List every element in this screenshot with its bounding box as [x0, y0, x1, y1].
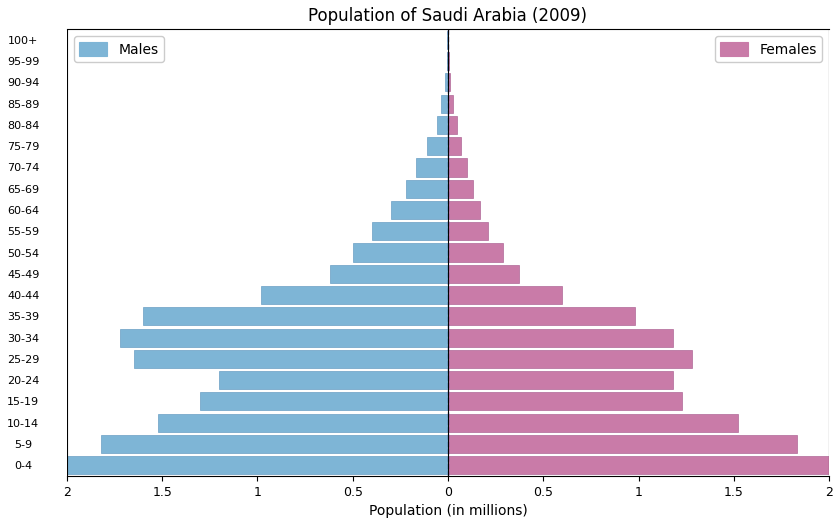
- Bar: [134, 350, 448, 368]
- Bar: [448, 265, 518, 283]
- Bar: [200, 392, 448, 411]
- Bar: [143, 307, 448, 326]
- Bar: [445, 74, 448, 91]
- Bar: [448, 371, 673, 389]
- Bar: [448, 116, 457, 134]
- Bar: [448, 392, 682, 411]
- Bar: [427, 137, 448, 155]
- Bar: [448, 94, 453, 113]
- Bar: [448, 52, 449, 70]
- Bar: [448, 435, 796, 453]
- Title: Population of Saudi Arabia (2009): Population of Saudi Arabia (2009): [308, 7, 587, 25]
- Bar: [448, 414, 738, 432]
- Bar: [219, 371, 448, 389]
- Bar: [448, 137, 461, 155]
- Legend: Females: Females: [715, 36, 822, 62]
- Bar: [261, 286, 448, 304]
- Bar: [391, 201, 448, 219]
- Bar: [441, 94, 448, 113]
- Bar: [448, 180, 473, 198]
- Bar: [353, 244, 448, 261]
- Bar: [448, 201, 480, 219]
- Bar: [330, 265, 448, 283]
- Bar: [448, 350, 692, 368]
- Bar: [448, 307, 635, 326]
- Bar: [448, 74, 450, 91]
- Bar: [101, 435, 448, 453]
- Bar: [447, 52, 448, 70]
- Bar: [416, 159, 448, 176]
- Bar: [448, 159, 467, 176]
- Bar: [120, 329, 448, 346]
- Bar: [159, 414, 448, 432]
- Bar: [448, 244, 503, 261]
- Bar: [372, 222, 448, 240]
- Bar: [406, 180, 448, 198]
- Bar: [448, 456, 829, 474]
- Bar: [448, 222, 488, 240]
- Bar: [448, 329, 673, 346]
- Bar: [67, 456, 448, 474]
- X-axis label: Population (in millions): Population (in millions): [369, 504, 528, 518]
- Bar: [437, 116, 448, 134]
- Bar: [448, 286, 562, 304]
